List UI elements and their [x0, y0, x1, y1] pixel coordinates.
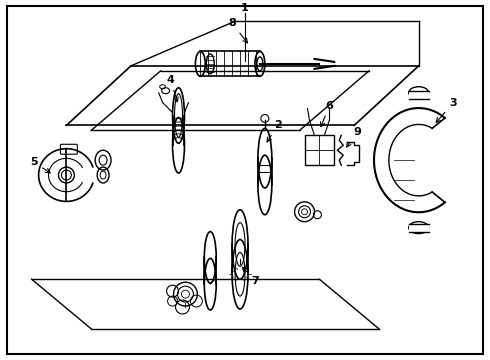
Bar [305, 135, 334, 165]
Text: 8: 8 [228, 18, 247, 43]
Bar [409, 91, 429, 99]
Text: 1: 1 [241, 3, 249, 13]
FancyBboxPatch shape [60, 144, 77, 154]
Text: 5: 5 [30, 157, 50, 173]
Text: 2: 2 [267, 120, 282, 142]
Text: 6: 6 [320, 100, 333, 127]
Bar [409, 224, 429, 231]
Text: 3: 3 [436, 98, 457, 122]
Text: 4: 4 [167, 75, 178, 102]
Text: 9: 9 [346, 127, 361, 147]
Text: 7: 7 [243, 267, 259, 286]
